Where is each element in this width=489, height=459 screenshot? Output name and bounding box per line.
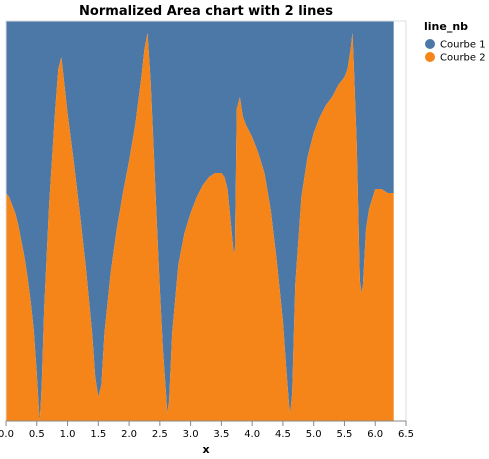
x-axis-title: x xyxy=(202,443,209,456)
x-tick-label: 2.5 xyxy=(152,429,168,440)
x-tick-label: 3.0 xyxy=(183,429,199,440)
legend-label: Courbe 1 xyxy=(440,40,486,51)
x-tick-label: 6.5 xyxy=(398,429,414,440)
x-tick-label: 1.0 xyxy=(60,429,76,440)
legend-title: line_nb xyxy=(424,20,468,33)
x-tick-label: 0.5 xyxy=(29,429,45,440)
x-tick-label: 5.5 xyxy=(337,429,353,440)
x-tick-label: 4.0 xyxy=(244,429,260,440)
x-ticks: 0.0 0.5 1.0 1.5 2.0 2.5 3.0 3.5 4.0 4.5 5.0 5.5 6.0 6… xyxy=(0,421,414,440)
chart-title: Normalized Area chart with 2 lines xyxy=(79,4,333,19)
x-tick-label: 6.0 xyxy=(367,429,383,440)
x-tick-label: 5.0 xyxy=(306,429,322,440)
legend-swatch xyxy=(425,39,435,49)
x-tick-label: 2.0 xyxy=(121,429,137,440)
x-axis: 0.0 0.5 1.0 1.5 2.0 2.5 3.0 3.5 4.0 4.5 5.0 5.5 6.0 6… xyxy=(0,420,414,456)
legend-swatch xyxy=(425,52,435,62)
x-tick-label: 1.5 xyxy=(90,429,106,440)
plot-area xyxy=(5,20,407,422)
x-tick-label: 0.0 xyxy=(0,429,14,440)
legend-entries: Courbe 1 Courbe 2 xyxy=(425,39,486,64)
area-courbe-2 xyxy=(6,33,394,421)
x-tick-label: 3.5 xyxy=(213,429,229,440)
legend: line_nb Courbe 1 Courbe 2 xyxy=(424,20,486,64)
legend-label: Courbe 2 xyxy=(440,53,486,64)
area-courbe-1 xyxy=(6,21,394,421)
x-tick-label: 4.5 xyxy=(275,429,291,440)
